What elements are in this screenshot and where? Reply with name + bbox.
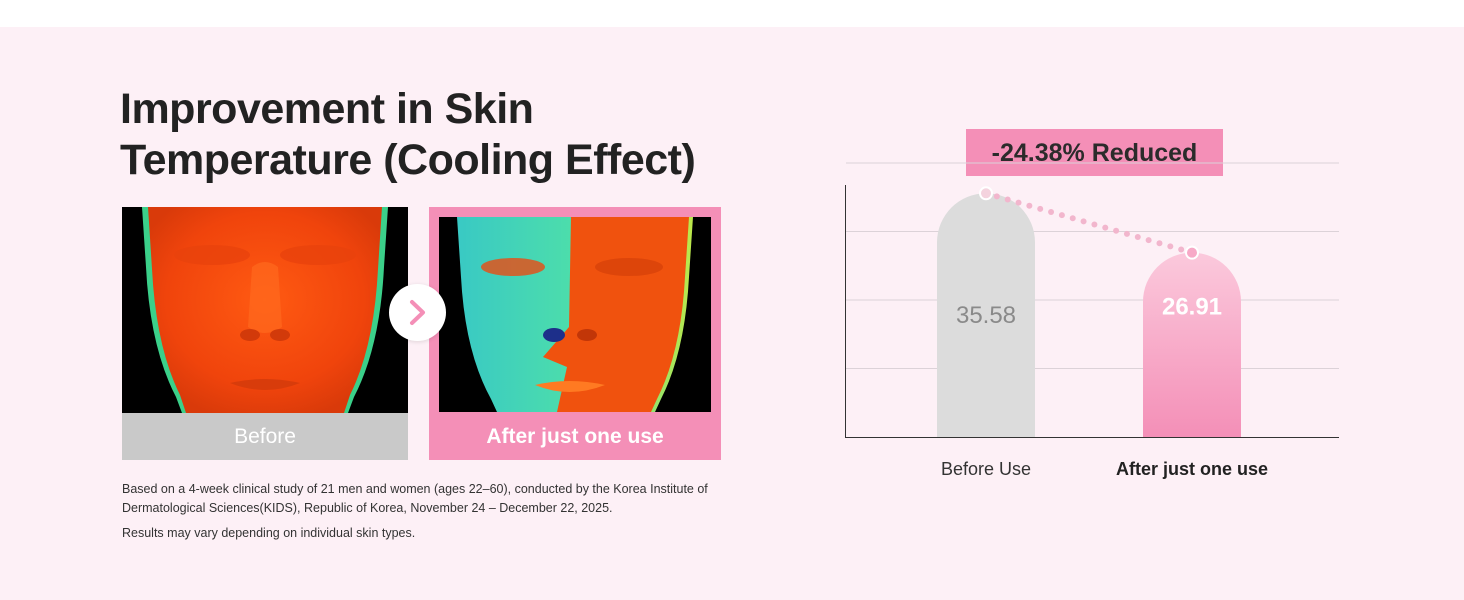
trend-dot bbox=[1026, 202, 1033, 209]
after-thermal-photo bbox=[439, 217, 711, 412]
x-tick-label-after: After just one use bbox=[1116, 459, 1268, 479]
before-thermal-photo bbox=[122, 207, 408, 413]
after-caption: After just one use bbox=[429, 413, 721, 460]
bar-after bbox=[1143, 252, 1241, 437]
trend-dot bbox=[1156, 240, 1163, 247]
trend-dot bbox=[1058, 212, 1065, 219]
disclaimer-note: Results may vary depending on individual… bbox=[122, 526, 416, 540]
study-notes: Based on a 4-week clinical study of 21 m… bbox=[122, 480, 742, 543]
trend-dot bbox=[1048, 209, 1055, 216]
trend-dot bbox=[1113, 227, 1120, 234]
trend-dot bbox=[1102, 224, 1109, 231]
trend-dot bbox=[1145, 237, 1152, 244]
trend-dot bbox=[1037, 205, 1044, 212]
title-line-2: Temperature (Cooling Effect) bbox=[120, 136, 696, 184]
trend-dot bbox=[1080, 218, 1087, 225]
trend-dot bbox=[1069, 215, 1076, 222]
trend-dot bbox=[993, 193, 1000, 200]
bar-top-marker bbox=[1185, 245, 1199, 260]
next-arrow-button bbox=[389, 284, 446, 341]
bar-top-marker bbox=[979, 186, 993, 201]
trend-dot bbox=[1091, 221, 1098, 228]
trend-dot bbox=[1134, 234, 1141, 241]
trend-dot bbox=[1178, 246, 1185, 253]
trend-dot bbox=[1015, 199, 1022, 206]
chevron-right-icon bbox=[410, 300, 425, 325]
badge-background bbox=[966, 129, 1223, 176]
data-label-after: 26.91 bbox=[1162, 294, 1222, 321]
page-title: Improvement in Skin Temperature (Cooling… bbox=[120, 84, 696, 186]
trend-dot bbox=[1123, 230, 1130, 237]
title-line-1: Improvement in Skin bbox=[120, 85, 534, 133]
reduction-badge: -24.38% Reduced bbox=[992, 139, 1198, 167]
x-tick-label-before: Before Use bbox=[941, 459, 1031, 479]
study-note: Based on a 4-week clinical study of 21 m… bbox=[122, 482, 708, 515]
bar-before bbox=[937, 193, 1035, 437]
temperature-bar-chart: -24.38% Reduced 35.58 26.91 Before Use Af… bbox=[845, 129, 1339, 479]
trend-dot bbox=[1167, 243, 1174, 250]
data-label-before: 35.58 bbox=[956, 302, 1016, 329]
before-caption: Before bbox=[122, 413, 408, 460]
trend-dot bbox=[1004, 196, 1011, 203]
